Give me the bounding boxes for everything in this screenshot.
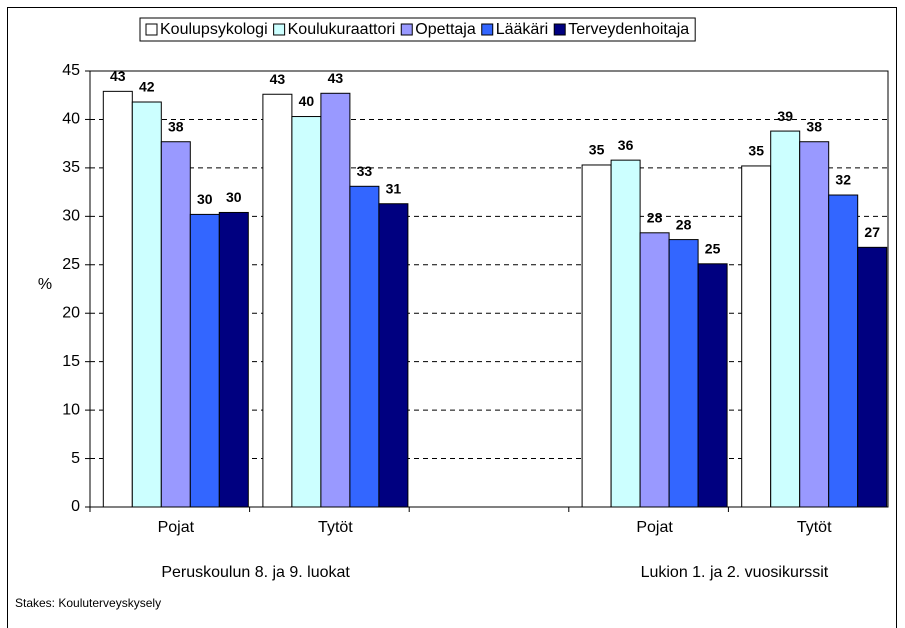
y-tick-label: 25 [62, 256, 80, 273]
bar [668, 239, 699, 508]
bar [160, 141, 191, 508]
bar [741, 165, 772, 508]
y-tick-label: 30 [62, 208, 80, 225]
bar [291, 116, 322, 508]
legend-swatch [553, 23, 566, 36]
bar [349, 185, 380, 508]
y-tick-label: 45 [62, 62, 80, 79]
y-tick-label: 20 [62, 304, 80, 321]
bar [857, 246, 888, 508]
legend-label: Lääkäri [496, 21, 548, 38]
bar [131, 101, 162, 508]
y-tick-label: 35 [62, 159, 80, 176]
legend-label: Terveydenhoitaja [568, 21, 689, 38]
chart-frame [7, 7, 897, 628]
value-label: 40 [299, 93, 315, 109]
x-tick-label: Pojat [158, 519, 195, 536]
x-tick-label: Tytöt [318, 519, 353, 536]
legend-swatch [273, 23, 286, 36]
value-label: 25 [705, 241, 721, 257]
value-label: 38 [168, 118, 184, 134]
legend-swatch [400, 23, 413, 36]
value-label: 35 [589, 142, 605, 158]
bar [262, 93, 293, 508]
value-label: 31 [386, 180, 402, 196]
legend-label: Koulukuraattori [288, 21, 396, 38]
bar [320, 92, 351, 508]
x-tick-label: Tytöt [797, 519, 832, 536]
bar [639, 232, 670, 508]
plot-area [89, 70, 889, 508]
value-label: 36 [618, 137, 634, 153]
value-label: 35 [748, 143, 764, 159]
value-label: 27 [864, 224, 880, 240]
value-label: 32 [835, 172, 851, 188]
bar [770, 130, 801, 508]
y-tick-label: 0 [71, 498, 80, 515]
legend-label: Opettaja [415, 21, 476, 38]
bar [378, 203, 409, 508]
value-label: 43 [110, 68, 126, 84]
bar [218, 211, 249, 508]
value-label: 43 [270, 71, 286, 87]
bar [799, 141, 830, 508]
value-label: 42 [139, 79, 155, 95]
group-label: Peruskoulun 8. ja 9. luokat [161, 564, 350, 581]
bar [102, 90, 133, 508]
value-label: 39 [777, 108, 793, 124]
y-tick-label: 15 [62, 353, 80, 370]
legend-swatch [481, 23, 494, 36]
y-axis-label: % [38, 276, 52, 293]
value-label: 28 [676, 216, 692, 232]
bar [189, 213, 220, 508]
bar [697, 263, 728, 508]
y-tick-label: 5 [71, 450, 80, 467]
value-label: 33 [357, 163, 373, 179]
x-tick-label: Pojat [636, 519, 673, 536]
value-label: 28 [647, 210, 663, 226]
source-note: Stakes: Kouluterveyskysely [15, 596, 161, 610]
bar [581, 164, 612, 508]
legend-label: Koulupsykologi [160, 21, 268, 38]
value-label: 38 [806, 118, 822, 134]
bar [828, 194, 859, 508]
value-label: 30 [197, 191, 213, 207]
y-tick-label: 10 [62, 401, 80, 418]
value-label: 43 [328, 70, 344, 86]
y-tick-label: 40 [62, 111, 80, 128]
value-label: 30 [226, 189, 242, 205]
bar [610, 159, 641, 508]
legend-swatch [145, 23, 158, 36]
group-label: Lukion 1. ja 2. vuosikurssit [641, 564, 829, 581]
